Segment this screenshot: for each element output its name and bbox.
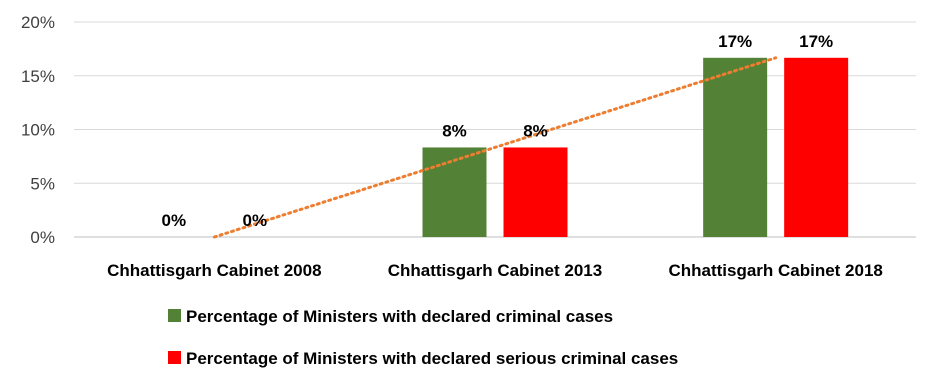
x-category-label: Chhattisgarh Cabinet 2013	[388, 261, 602, 280]
legend-label: Percentage of Ministers with declared cr…	[186, 307, 613, 326]
data-label: 8%	[442, 121, 467, 140]
y-tick-label: 10%	[21, 121, 55, 140]
data-label: 0%	[243, 211, 268, 230]
legend-swatch	[168, 309, 181, 322]
data-label: 8%	[523, 121, 548, 140]
y-axis-ticks: 0% 5% 10% 15% 20%	[21, 13, 55, 247]
y-tick-label: 0%	[30, 228, 55, 247]
bars	[422, 57, 849, 237]
y-tick-label: 5%	[30, 174, 55, 193]
x-category-label: Chhattisgarh Cabinet 2008	[107, 261, 321, 280]
bar	[503, 147, 568, 237]
trendline-line	[212, 56, 778, 239]
trendline	[212, 56, 778, 239]
gridlines	[74, 21, 916, 238]
legend: Percentage of Ministers with declared cr…	[168, 307, 678, 368]
data-label: 17%	[799, 32, 833, 51]
bar	[422, 147, 487, 237]
data-label: 0%	[162, 211, 187, 230]
legend-label: Percentage of Ministers with declared se…	[186, 349, 678, 368]
bar	[703, 57, 768, 237]
data-label: 17%	[718, 32, 752, 51]
y-tick-label: 20%	[21, 13, 55, 32]
bar	[784, 57, 849, 237]
legend-swatch	[168, 351, 181, 364]
x-category-label: Chhattisgarh Cabinet 2018	[668, 261, 882, 280]
y-tick-label: 15%	[21, 67, 55, 86]
data-labels: 0% 0% 8% 8% 17% 17%	[162, 32, 834, 230]
x-axis-categories: Chhattisgarh Cabinet 2008 Chhattisgarh Ca…	[107, 261, 883, 280]
